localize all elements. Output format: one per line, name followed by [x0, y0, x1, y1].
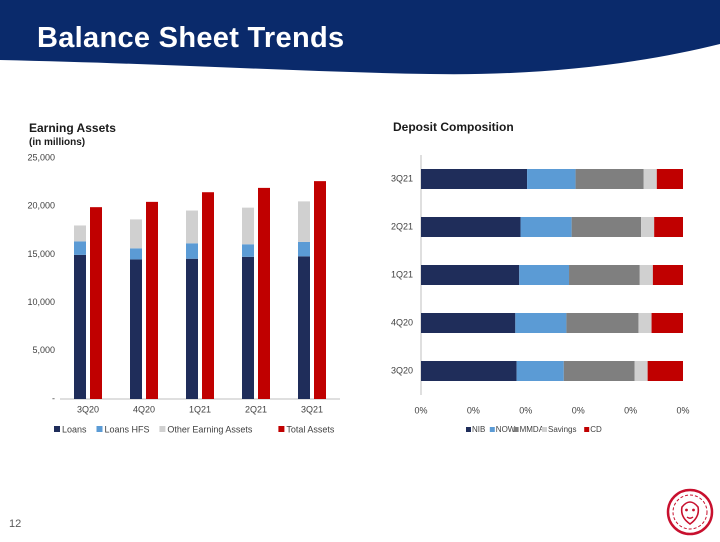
bar-now — [516, 361, 564, 381]
bar-other-earning-assets — [186, 210, 198, 244]
bar-mmda — [569, 265, 640, 285]
bar-loans-hfs — [298, 241, 310, 257]
legend-swatch — [489, 427, 495, 432]
y-tick-label: 15,000 — [27, 249, 55, 259]
bar-loans-hfs — [130, 248, 142, 260]
earning-assets-subtitle: (in millions) — [29, 137, 86, 148]
bar-other-earning-assets — [74, 225, 86, 242]
bar-loans-hfs — [186, 243, 198, 259]
bar-savings — [641, 217, 655, 237]
bar-nib — [421, 217, 521, 237]
bar-other-earning-assets — [242, 207, 254, 245]
legend-label: NIB — [472, 425, 485, 434]
bar-loans-hfs — [74, 241, 86, 255]
legend-swatch — [466, 427, 471, 432]
x-tick-label: 0% — [467, 405, 480, 415]
bar-loans — [74, 254, 86, 399]
x-tick-label: 4Q20 — [133, 404, 155, 414]
x-tick-label: 3Q21 — [301, 404, 323, 414]
bar-loans — [242, 256, 254, 399]
bar-cd — [652, 265, 683, 285]
bar-cd — [654, 217, 683, 237]
bar-mmda — [575, 169, 644, 189]
deposit-composition-title: Deposit Composition — [393, 120, 514, 134]
bar-total-assets — [146, 201, 158, 399]
y-tick-label: 2Q21 — [391, 221, 413, 231]
bar-cd — [656, 169, 683, 189]
bar-savings — [634, 361, 648, 381]
legend-label: Other Earning Assets — [167, 424, 253, 434]
x-tick-label: 2Q21 — [245, 404, 267, 414]
bar-other-earning-assets — [130, 219, 142, 249]
bar-now — [519, 265, 570, 285]
legend-label: Total Assets — [286, 424, 335, 434]
legend-swatch — [278, 426, 285, 432]
bar-cd — [651, 313, 683, 333]
bar-loans — [130, 259, 142, 399]
x-tick-label: 0% — [572, 405, 585, 415]
y-tick-label: 10,000 — [27, 297, 55, 307]
bar-total-assets — [90, 207, 102, 399]
y-tick-label: 3Q21 — [391, 173, 413, 183]
x-tick-label: 0% — [676, 405, 689, 415]
bar-mmda — [571, 217, 642, 237]
legend-label: NOW — [496, 425, 516, 434]
bar-now — [520, 217, 572, 237]
bar-mmda — [566, 313, 639, 333]
legend-label: MMDA — [520, 425, 545, 434]
bar-nib — [421, 169, 528, 189]
page-title: Balance Sheet Trends — [37, 22, 345, 54]
x-tick-label: 1Q21 — [189, 404, 211, 414]
bar-loans — [186, 258, 198, 399]
legend-swatch — [96, 426, 103, 432]
bar-other-earning-assets — [298, 201, 310, 242]
x-tick-label: 3Q20 — [77, 404, 99, 414]
bar-nib — [421, 313, 516, 333]
legend-swatch — [159, 426, 166, 432]
bar-mmda — [563, 361, 635, 381]
y-tick-label: 25,000 — [27, 152, 55, 162]
bar-savings — [638, 313, 652, 333]
earning-assets-title: Earning Assets — [29, 121, 116, 135]
x-tick-label: 0% — [624, 405, 637, 415]
header-wave-shape — [0, 0, 720, 75]
y-tick-label: 5,000 — [32, 345, 55, 355]
y-tick-label: - — [52, 393, 55, 403]
lion-head-icon — [665, 487, 715, 537]
x-tick-label: 0% — [414, 405, 427, 415]
y-tick-label: 4Q20 — [391, 317, 413, 327]
y-tick-label: 3Q20 — [391, 365, 413, 375]
bar-total-assets — [258, 187, 270, 399]
x-tick-label: 0% — [519, 405, 532, 415]
bar-loans-hfs — [242, 244, 254, 257]
bar-now — [515, 313, 567, 333]
bar-savings — [643, 169, 657, 189]
bar-nib — [421, 361, 517, 381]
header-banner — [0, 0, 720, 80]
bar-cd — [647, 361, 683, 381]
legend-label: Loans HFS — [105, 424, 150, 434]
bar-savings — [639, 265, 653, 285]
legend-label: Loans — [62, 424, 87, 434]
bar-total-assets — [314, 181, 326, 399]
page-number: 12 — [9, 518, 22, 530]
y-tick-label: 20,000 — [27, 201, 55, 211]
legend-label: CD — [590, 425, 602, 434]
legend-swatch — [513, 427, 519, 432]
bar-total-assets — [202, 192, 214, 399]
legend-swatch — [54, 426, 60, 432]
legend-swatch — [584, 427, 590, 432]
bar-nib — [421, 265, 520, 285]
bar-now — [527, 169, 576, 189]
bar-loans — [298, 256, 310, 399]
legend-swatch — [542, 427, 547, 432]
y-tick-label: 1Q21 — [391, 269, 413, 279]
legend-label: Savings — [548, 425, 576, 434]
